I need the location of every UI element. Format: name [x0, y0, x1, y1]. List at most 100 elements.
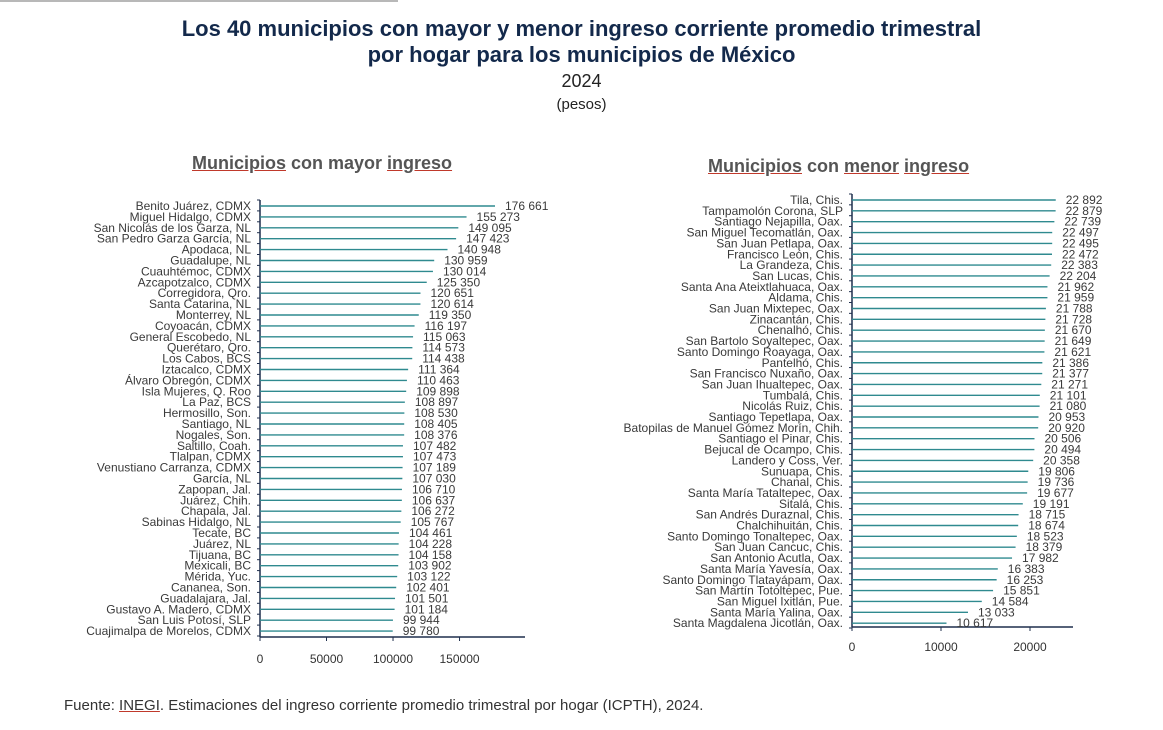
left-category-label: General Escobedo, NL — [130, 330, 252, 344]
right-value-label: 22 383 — [1061, 258, 1098, 272]
right-category-label: Santo Domingo Tonaltepec, Oax. — [667, 529, 843, 543]
left-category-label: Tecate, BC — [192, 526, 251, 540]
right-category-label: Santa Magdalena Jicotlán, Oax. — [673, 616, 843, 630]
right-category-label: Chanal, Chis. — [771, 475, 843, 489]
right-category-label: Chalchihuitán, Chis. — [736, 519, 843, 533]
left-value-label: 106 637 — [412, 493, 456, 507]
right-value-label: 22 892 — [1066, 193, 1103, 207]
left-category-label: Tlalpan, CDMX — [170, 450, 251, 464]
right-category-label: San Juan Cancuc, Chis. — [714, 540, 843, 554]
right-category-label: San Lucas, Chis. — [752, 269, 843, 283]
source-note: Fuente: INEGI. Estimaciones del ingreso … — [64, 697, 703, 714]
left-value-label: 103 122 — [407, 570, 451, 584]
right-category-label: Santa María Tataltepec, Oax. — [688, 486, 843, 500]
right-value-label: 21 649 — [1055, 334, 1092, 348]
right-category-label: San Martín Totoltepec, Pue. — [695, 584, 843, 598]
left-value-label: 103 902 — [408, 559, 452, 573]
right-value-label: 21 959 — [1057, 291, 1094, 305]
right-category-label: Santo Domingo Tlatayápam, Oax. — [662, 573, 843, 587]
left-value-label: 108 376 — [414, 428, 458, 442]
left-value-label: 120 614 — [430, 297, 474, 311]
right-value-label: 21 386 — [1052, 356, 1089, 370]
left-value-label: 149 095 — [468, 221, 512, 235]
source-org-link[interactable]: INEGI — [119, 697, 160, 714]
right-category-label: Santa María Yalina, Oax. — [710, 605, 843, 619]
left-value-label: 107 473 — [413, 450, 457, 464]
right-value-label: 20 953 — [1048, 410, 1085, 424]
left-category-label: La Paz, BCS — [182, 395, 251, 409]
right-panel-title-word-3: menor — [844, 156, 900, 176]
left-category-label: Santa Catarina, NL — [149, 297, 251, 311]
left-value-label: 114 573 — [422, 341, 465, 355]
left-category-label: San Nicolás de los Garza, NL — [94, 221, 252, 235]
chart-title-line-2: por hogar para los municipios de México — [367, 42, 796, 67]
left-value-label: 119 350 — [429, 308, 472, 322]
right-category-label: San Francisco Nuxaño, Oax. — [690, 367, 843, 381]
left-category-label: Iztacalco, CDMX — [162, 363, 251, 377]
left-value-label: 99 780 — [403, 624, 440, 638]
left-category-label: Cananea, Son. — [171, 581, 251, 595]
right-value-label: 18 715 — [1029, 508, 1066, 522]
chart-title: Los 40 municipios con mayor y menor ingr… — [0, 16, 1163, 68]
right-category-label: Pantelhó, Chis. — [762, 356, 843, 370]
left-category-label: Querétaro, Qro. — [167, 341, 251, 355]
left-category-label: Benito Juárez, CDMX — [136, 199, 251, 213]
left-category-label: Nogales, Son. — [176, 428, 251, 442]
right-value-label: 22 472 — [1062, 247, 1099, 261]
right-category-label: San Bartolo Soyaltepec, Oax. — [686, 334, 843, 348]
right-value-label: 18 379 — [1026, 540, 1063, 554]
right-category-label: Aldama, Chis. — [768, 291, 843, 305]
left-value-label: 99 944 — [403, 613, 440, 627]
right-category-label: San Juan Mixtepec, Oax. — [709, 302, 843, 316]
left-category-label: Sabinas Hidalgo, NL — [142, 515, 252, 529]
right-value-label: 21 670 — [1055, 323, 1092, 337]
right-value-label: 22 497 — [1062, 226, 1099, 240]
left-x-tick-label: 0 — [257, 652, 264, 666]
right-value-label: 21 788 — [1056, 302, 1093, 316]
right-value-label: 21 621 — [1054, 345, 1091, 359]
right-value-label: 19 736 — [1038, 475, 1075, 489]
left-value-label: 176 661 — [505, 199, 549, 213]
left-category-label: Coyoacán, CDMX — [155, 319, 251, 333]
right-value-label: 21 101 — [1050, 388, 1087, 402]
left-panel-title-word-1: Municipios — [192, 153, 286, 173]
left-category-label: Saltillo, Coah. — [177, 439, 251, 453]
left-value-label: 130 014 — [443, 264, 487, 278]
right-value-label: 20 494 — [1044, 443, 1081, 457]
right-value-label: 13 033 — [978, 605, 1015, 619]
right-panel-title-word-2: con — [802, 156, 845, 176]
right-category-label: Tumbalá, Chis. — [763, 388, 843, 402]
right-value-label: 22 495 — [1062, 236, 1099, 250]
left-value-label: 147 423 — [466, 232, 510, 246]
left-category-label: San Luis Potosí, SLP — [138, 613, 251, 627]
left-value-label: 104 158 — [409, 548, 453, 562]
left-category-label: Mérida, Yuc. — [185, 570, 251, 584]
left-value-label: 130 959 — [444, 254, 488, 268]
right-category-label: Tampamolón Corona, SLP — [702, 204, 843, 218]
right-category-label: Tila, Chis. — [790, 193, 843, 207]
right-category-label: Francisco León, Chis. — [727, 247, 843, 261]
right-category-label: Zinacantán, Chis. — [750, 312, 843, 326]
right-value-label: 15 851 — [1003, 584, 1040, 598]
left-category-label: Azcapotzalco, CDMX — [138, 275, 251, 289]
left-value-label: 111 364 — [418, 363, 460, 377]
left-category-label: Zapopan, Jal. — [178, 482, 251, 496]
left-category-label: Juárez, Chih. — [180, 493, 251, 507]
right-category-label: Chenalhó, Chis. — [758, 323, 843, 337]
left-category-label: Santiago, NL — [182, 417, 252, 431]
right-category-label: La Grandeza, Chis. — [740, 258, 843, 272]
left-category-label: Isla Mujeres, Q. Roo — [142, 384, 252, 398]
right-value-label: 16 383 — [1008, 562, 1045, 576]
right-category-label: Santiago Tepetlapa, Oax. — [708, 410, 843, 424]
right-category-label: Bejucal de Ocampo, Chis. — [704, 443, 843, 457]
left-value-label: 101 184 — [405, 602, 449, 616]
right-value-label: 19 677 — [1037, 486, 1074, 500]
left-x-tick-label: 100000 — [373, 652, 413, 666]
right-category-label: Santo Domingo Roayaga, Oax. — [677, 345, 843, 359]
right-x-tick-label: 20000 — [1013, 640, 1047, 654]
right-value-label: 14 584 — [992, 594, 1029, 608]
right-value-label: 21 271 — [1051, 377, 1088, 391]
right-category-label: San Miguel Tecomatlán, Oax. — [686, 226, 843, 240]
left-value-label: 120 651 — [430, 286, 474, 300]
